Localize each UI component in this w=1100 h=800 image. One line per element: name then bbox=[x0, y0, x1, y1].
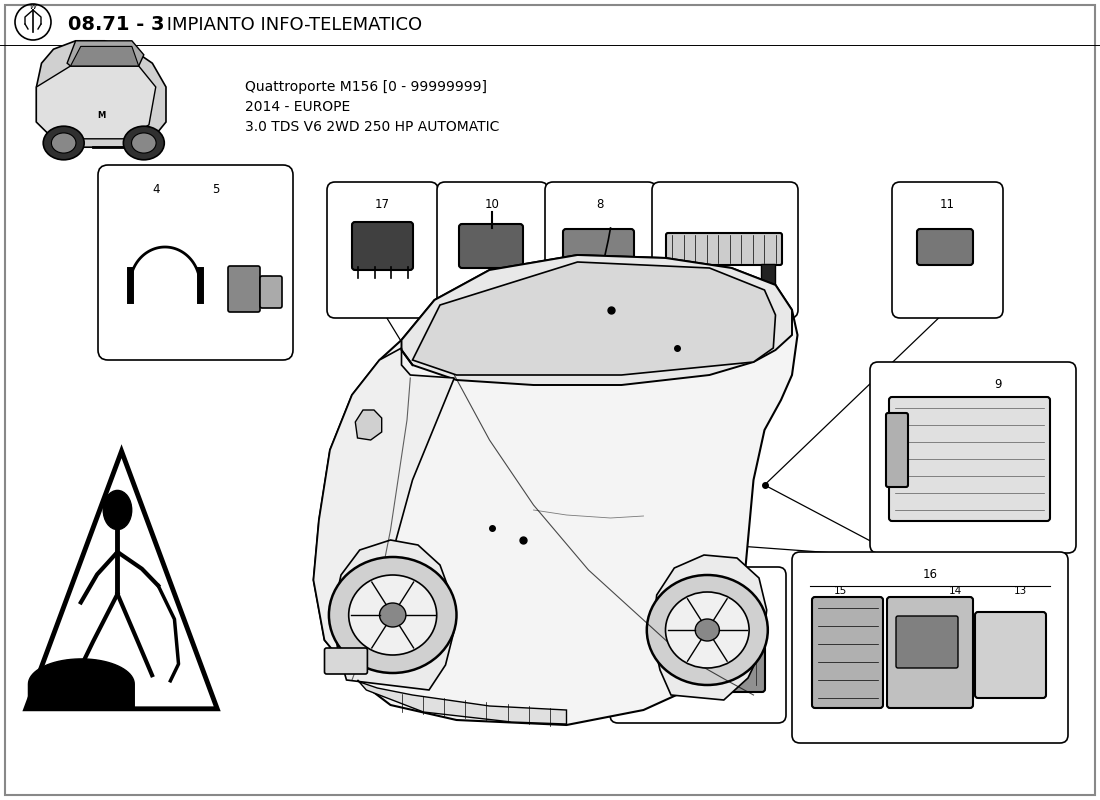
Circle shape bbox=[349, 575, 437, 655]
FancyBboxPatch shape bbox=[629, 604, 764, 692]
Text: Quattroporte M156 [0 - 99999999]: Quattroporte M156 [0 - 99999999] bbox=[245, 80, 487, 94]
FancyBboxPatch shape bbox=[892, 182, 1003, 318]
Polygon shape bbox=[358, 680, 566, 724]
Circle shape bbox=[103, 490, 132, 530]
Circle shape bbox=[132, 133, 156, 153]
FancyBboxPatch shape bbox=[260, 276, 282, 308]
Text: 08.71 - 3: 08.71 - 3 bbox=[68, 15, 165, 34]
Polygon shape bbox=[355, 410, 382, 440]
FancyBboxPatch shape bbox=[917, 229, 974, 265]
FancyBboxPatch shape bbox=[437, 182, 548, 318]
FancyBboxPatch shape bbox=[327, 182, 438, 318]
FancyBboxPatch shape bbox=[812, 597, 883, 708]
FancyBboxPatch shape bbox=[563, 229, 634, 270]
Text: M: M bbox=[97, 110, 106, 119]
Text: 8: 8 bbox=[596, 198, 604, 211]
FancyBboxPatch shape bbox=[886, 413, 907, 487]
FancyBboxPatch shape bbox=[975, 612, 1046, 698]
Text: 4: 4 bbox=[152, 183, 160, 196]
Text: 10: 10 bbox=[485, 198, 499, 211]
Polygon shape bbox=[36, 66, 156, 138]
Text: 13: 13 bbox=[1013, 586, 1026, 596]
Text: 9: 9 bbox=[994, 378, 1002, 391]
Text: 15: 15 bbox=[834, 586, 847, 596]
Polygon shape bbox=[402, 255, 792, 385]
FancyBboxPatch shape bbox=[666, 233, 782, 265]
Text: 7: 7 bbox=[694, 583, 702, 596]
FancyBboxPatch shape bbox=[544, 182, 656, 318]
FancyBboxPatch shape bbox=[889, 397, 1050, 521]
Text: 16: 16 bbox=[923, 568, 937, 581]
Text: 5: 5 bbox=[212, 183, 220, 196]
Circle shape bbox=[666, 592, 749, 668]
FancyBboxPatch shape bbox=[792, 552, 1068, 743]
Circle shape bbox=[695, 619, 719, 641]
Polygon shape bbox=[314, 255, 798, 725]
FancyBboxPatch shape bbox=[324, 648, 367, 674]
Text: 11: 11 bbox=[939, 198, 955, 211]
Text: 3.0 TDS V6 2WD 250 HP AUTOMATIC: 3.0 TDS V6 2WD 250 HP AUTOMATIC bbox=[245, 120, 499, 134]
FancyBboxPatch shape bbox=[896, 616, 958, 668]
FancyBboxPatch shape bbox=[761, 264, 776, 286]
Text: 17: 17 bbox=[374, 198, 389, 211]
FancyBboxPatch shape bbox=[459, 224, 522, 268]
Polygon shape bbox=[70, 46, 139, 66]
Text: IMPIANTO INFO-TELEMATICO: IMPIANTO INFO-TELEMATICO bbox=[161, 16, 422, 34]
Circle shape bbox=[123, 126, 164, 160]
Text: 2014 - EUROPE: 2014 - EUROPE bbox=[245, 100, 350, 114]
Circle shape bbox=[379, 603, 406, 627]
FancyBboxPatch shape bbox=[610, 567, 786, 723]
Circle shape bbox=[647, 575, 768, 685]
Polygon shape bbox=[333, 540, 454, 690]
Polygon shape bbox=[67, 41, 144, 66]
Circle shape bbox=[329, 557, 456, 673]
Polygon shape bbox=[412, 262, 776, 375]
Polygon shape bbox=[314, 348, 454, 680]
Text: 14: 14 bbox=[948, 586, 961, 596]
FancyBboxPatch shape bbox=[98, 165, 293, 360]
Text: W: W bbox=[30, 4, 36, 10]
Polygon shape bbox=[36, 41, 166, 147]
FancyBboxPatch shape bbox=[352, 222, 412, 270]
Circle shape bbox=[52, 133, 76, 153]
FancyBboxPatch shape bbox=[228, 266, 260, 312]
Circle shape bbox=[43, 126, 84, 160]
FancyBboxPatch shape bbox=[870, 362, 1076, 553]
FancyBboxPatch shape bbox=[652, 182, 798, 318]
FancyBboxPatch shape bbox=[887, 597, 974, 708]
Polygon shape bbox=[652, 555, 767, 700]
